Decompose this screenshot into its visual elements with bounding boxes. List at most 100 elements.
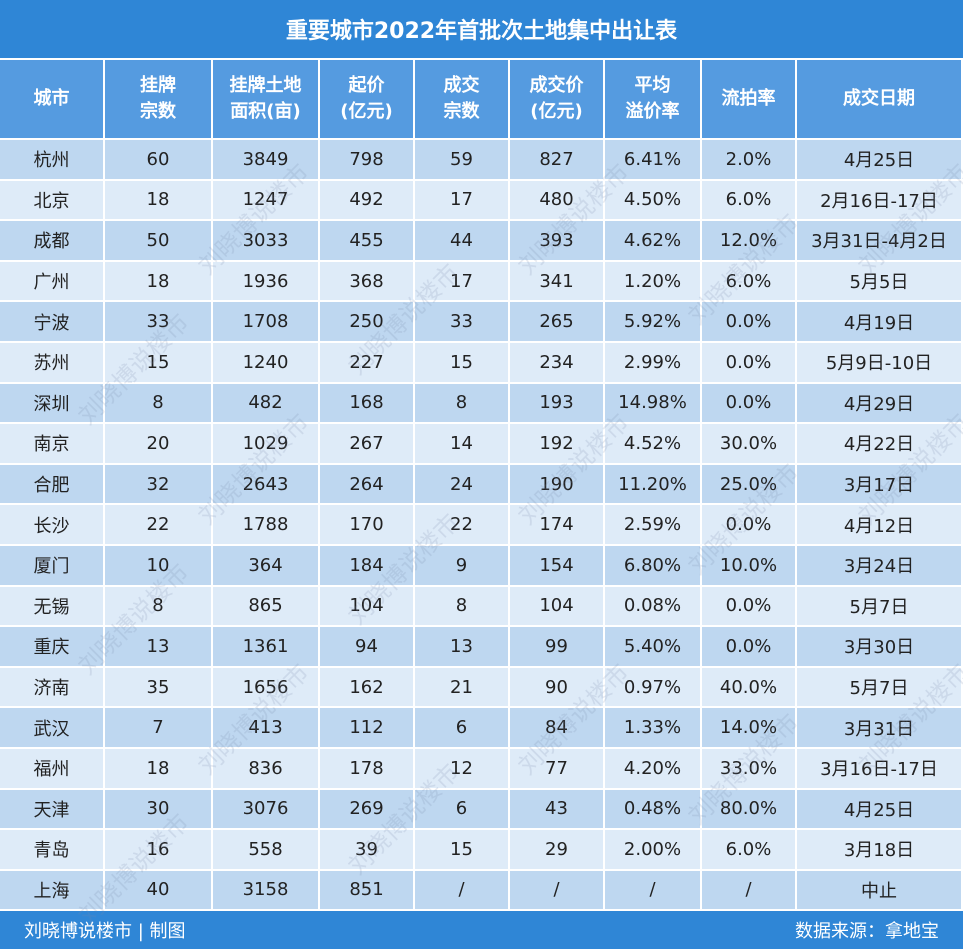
table-row: 宁波 33 1708 250 33 265 5.92% 0.0% 4月19日 [0, 302, 963, 343]
table-cell: 9 [415, 545, 510, 585]
table-cell: 6.0% [702, 180, 797, 220]
table-cell: 2643 [213, 464, 320, 504]
table-cell: 480 [510, 180, 605, 220]
table-cell: 33 [105, 302, 213, 341]
table-cell: 6.41% [605, 140, 702, 179]
table-cell: 0.0% [702, 383, 797, 423]
table-cell: 341 [510, 261, 605, 301]
table-cell: 393 [510, 221, 605, 260]
table-cell: 5.92% [605, 302, 702, 341]
table-cell: 18 [105, 180, 213, 220]
table-cell: 1361 [213, 627, 320, 666]
table-cell: 青岛 [0, 830, 105, 869]
table-cell: 827 [510, 140, 605, 179]
header-cell: 平均 溢价率 [605, 60, 702, 138]
table-row: 厦门 10 364 184 9 154 6.80% 10.0% 3月24日 [0, 545, 963, 587]
header-cell: 挂牌 宗数 [105, 60, 213, 138]
header-text: (亿元) [530, 101, 583, 122]
table-cell: 44 [415, 221, 510, 260]
header-cell: 起价 (亿元) [320, 60, 415, 138]
table-cell: 20 [105, 424, 213, 463]
footer-right: 数据来源：拿地宝 [795, 921, 939, 942]
table-cell: 厦门 [0, 545, 105, 585]
header-cell: 成交 宗数 [415, 60, 510, 138]
table-cell: 4月12日 [797, 505, 963, 544]
table-cell: 174 [510, 505, 605, 544]
table-cell: 39 [320, 830, 415, 869]
table-cell: 1247 [213, 180, 320, 220]
table-cell: 宁波 [0, 302, 105, 341]
table-row: 济南 35 1656 162 21 90 0.97% 40.0% 5月7日 [0, 667, 963, 709]
table-cell: 267 [320, 424, 415, 463]
table-cell: 济南 [0, 667, 105, 707]
table-cell: 8 [415, 383, 510, 423]
table-cell: 190 [510, 464, 605, 504]
table-cell: 77 [510, 748, 605, 788]
table-cell: 0.0% [702, 505, 797, 544]
table-cell: 22 [105, 505, 213, 544]
table-cell: 11.20% [605, 464, 702, 504]
title: 重要城市2022年首批次土地集中出让表 [0, 0, 963, 58]
header-text: 溢价率 [625, 101, 680, 122]
table-cell: 1788 [213, 505, 320, 544]
table-cell: 558 [213, 830, 320, 869]
table-cell: 2.00% [605, 830, 702, 869]
table-cell: 5月9日-10日 [797, 342, 963, 382]
table-cell: 368 [320, 261, 415, 301]
table-cell: 16 [105, 830, 213, 869]
header-cell: 流拍率 [702, 60, 797, 138]
table-cell: 94 [320, 627, 415, 666]
table-cell: 0.0% [702, 586, 797, 626]
table-cell: 2.59% [605, 505, 702, 544]
table-cell: 深圳 [0, 383, 105, 423]
header-text: 起价 [348, 75, 385, 96]
header-text: 成交价 [529, 75, 584, 96]
table-cell: 5.40% [605, 627, 702, 666]
table-cell: 苏州 [0, 342, 105, 382]
table-cell: 192 [510, 424, 605, 463]
table-cell: 中止 [797, 870, 963, 910]
table-cell: 3158 [213, 870, 320, 910]
table-cell: 35 [105, 667, 213, 707]
table-cell: 30 [105, 789, 213, 829]
table-cell: 3月18日 [797, 830, 963, 869]
table-cell: 482 [213, 383, 320, 423]
table-row: 青岛 16 558 39 15 29 2.00% 6.0% 3月18日 [0, 830, 963, 871]
table-cell: 0.97% [605, 667, 702, 707]
table-row: 南京 20 1029 267 14 192 4.52% 30.0% 4月22日 [0, 424, 963, 465]
table-cell: 重庆 [0, 627, 105, 666]
table-cell: 59 [415, 140, 510, 179]
table-cell: 3849 [213, 140, 320, 179]
table-cell: 6.0% [702, 830, 797, 869]
table-cell: 1936 [213, 261, 320, 301]
table-cell: 40 [105, 870, 213, 910]
table-cell: 12.0% [702, 221, 797, 260]
table-cell: 836 [213, 748, 320, 788]
table-cell: 24 [415, 464, 510, 504]
header-text: (亿元) [340, 101, 393, 122]
table-row: 武汉 7 413 112 6 84 1.33% 14.0% 3月31日 [0, 708, 963, 749]
table-cell: 3月17日 [797, 464, 963, 504]
table-row: 天津 30 3076 269 6 43 0.48% 80.0% 4月25日 [0, 789, 963, 831]
table-row: 长沙 22 1788 170 22 174 2.59% 0.0% 4月12日 [0, 505, 963, 546]
table-row: 深圳 8 482 168 8 193 14.98% 0.0% 4月29日 [0, 383, 963, 425]
table-cell: 5月5日 [797, 261, 963, 301]
table-cell: 25.0% [702, 464, 797, 504]
table-cell: 193 [510, 383, 605, 423]
table-cell: 168 [320, 383, 415, 423]
table-row: 上海 40 3158 851// / / 中止 [0, 870, 963, 912]
table-cell: 8 [105, 383, 213, 423]
table-cell: 15 [415, 830, 510, 869]
table-cell: 250 [320, 302, 415, 341]
table-cell: 154 [510, 545, 605, 585]
table-cell: 14 [415, 424, 510, 463]
table-row: 重庆 13 1361 94 13 99 5.40% 0.0% 3月30日 [0, 627, 963, 668]
table-cell: / [415, 870, 510, 910]
header-text: 成交日期 [843, 88, 915, 109]
header-text: 挂牌 [140, 75, 176, 96]
table-cell: 40.0% [702, 667, 797, 707]
table-cell: 无锡 [0, 586, 105, 626]
header-cell: 成交价 (亿元) [510, 60, 605, 138]
table-cell: 178 [320, 748, 415, 788]
